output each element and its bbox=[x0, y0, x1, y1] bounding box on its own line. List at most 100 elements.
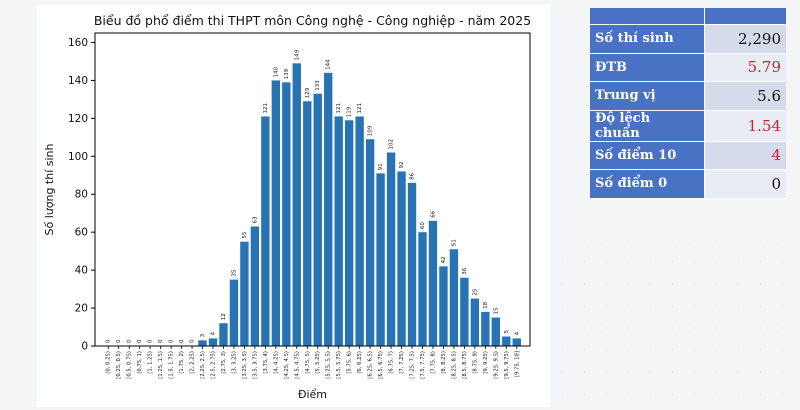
stats-label: ĐTB bbox=[590, 53, 705, 82]
bar bbox=[198, 340, 207, 346]
bar-value-label: 119 bbox=[347, 106, 353, 117]
bar-value-label: 3 bbox=[200, 333, 206, 337]
x-tick-label: [8.75, 9) bbox=[472, 351, 478, 374]
y-tick-label: 100 bbox=[68, 151, 88, 163]
x-tick-label: [2.5, 2.75) bbox=[210, 351, 216, 379]
x-tick-label: [3, 3.25) bbox=[231, 351, 237, 374]
stats-header-cell-left bbox=[590, 8, 705, 25]
bar bbox=[365, 139, 375, 346]
x-tick-label: [4.5, 4.75) bbox=[294, 351, 300, 379]
y-tick-label: 140 bbox=[68, 75, 88, 87]
stats-value: 2,290 bbox=[705, 25, 786, 54]
bar-value-label: 0 bbox=[127, 339, 133, 343]
x-tick-label: [6.75, 7) bbox=[389, 351, 395, 374]
bar bbox=[313, 93, 322, 346]
bar bbox=[397, 171, 406, 346]
stats-table: Số thí sinh 2,290 ĐTB 5.79 Trung vị 5.6 … bbox=[590, 8, 786, 199]
bar-value-label: 15 bbox=[493, 307, 499, 314]
bar bbox=[324, 72, 333, 346]
bar bbox=[386, 152, 396, 346]
stats-row-score-10: Số điểm 10 4 bbox=[590, 141, 786, 170]
x-tick-label: [4, 4.25) bbox=[273, 351, 279, 374]
chart-card: Biểu đồ phổ điểm thi THPT môn Công nghệ … bbox=[37, 5, 550, 407]
bar-value-label: 0 bbox=[148, 339, 154, 343]
bar bbox=[250, 226, 260, 346]
bar-value-label: 0 bbox=[190, 339, 196, 343]
bar-value-label: 4 bbox=[514, 331, 520, 335]
bar-value-label: 42 bbox=[441, 256, 447, 263]
stats-row-std-dev: Độ lệch chuẩn 1.54 bbox=[590, 110, 786, 142]
stats-row-median: Trung vị 5.6 bbox=[590, 82, 786, 111]
bar-value-label: 4 bbox=[210, 331, 216, 335]
x-tick-label: [0.25, 0.5) bbox=[116, 351, 122, 379]
bar bbox=[491, 317, 501, 346]
bar-value-label: 109 bbox=[368, 125, 374, 136]
stats-header-row bbox=[590, 8, 786, 25]
bar-value-label: 66 bbox=[430, 210, 436, 217]
bar bbox=[208, 338, 218, 346]
y-tick-label: 60 bbox=[75, 227, 88, 239]
x-tick-label: [5.75, 6) bbox=[347, 351, 353, 374]
bar bbox=[449, 249, 459, 346]
x-tick-label: [2.25, 2.5) bbox=[200, 351, 206, 379]
bar bbox=[292, 63, 301, 347]
background-grid-pattern bbox=[540, 240, 800, 410]
x-tick-label: [1.75, 2) bbox=[179, 351, 185, 374]
bar bbox=[229, 279, 239, 346]
x-tick-label: [4.75, 5) bbox=[305, 351, 311, 374]
bar-value-label: 0 bbox=[106, 339, 112, 343]
x-tick-label: [5.25, 5.5) bbox=[326, 351, 332, 379]
x-tick-label: [8, 8.25) bbox=[441, 351, 447, 374]
bar-value-label: 121 bbox=[263, 103, 269, 114]
bar-value-label: 144 bbox=[326, 59, 332, 70]
x-tick-label: [5, 5.25) bbox=[315, 351, 321, 374]
bar-value-label: 18 bbox=[483, 301, 489, 308]
bar-value-label: 121 bbox=[357, 103, 363, 114]
bar bbox=[470, 298, 480, 346]
bar bbox=[418, 232, 427, 346]
plot-frame bbox=[94, 32, 531, 347]
bar-value-label: 0 bbox=[169, 339, 175, 343]
y-tick-label: 120 bbox=[68, 113, 88, 125]
bar-value-label: 0 bbox=[137, 339, 143, 343]
stats-header-cell-right bbox=[705, 8, 786, 25]
x-tick-label: [9.5, 9.75) bbox=[504, 351, 510, 379]
y-axis-label: Số lượng thí sinh bbox=[43, 143, 56, 235]
y-tick-label: 0 bbox=[81, 341, 88, 353]
stats-label: Số thí sinh bbox=[590, 25, 705, 54]
y-tick-label: 160 bbox=[68, 37, 88, 49]
x-tick-label: [2.75, 3) bbox=[221, 351, 227, 374]
bar bbox=[261, 116, 270, 346]
stats-label: Độ lệch chuẩn bbox=[590, 110, 705, 142]
bar bbox=[512, 338, 521, 346]
x-tick-label: [6.25, 6.5) bbox=[368, 351, 374, 379]
stats-value: 5.79 bbox=[705, 53, 786, 82]
histogram-chart: Biểu đồ phổ điểm thi THPT môn Công nghệ … bbox=[43, 13, 531, 401]
bar bbox=[271, 80, 281, 346]
bar-value-label: 133 bbox=[315, 80, 321, 91]
bar bbox=[240, 241, 249, 346]
bar-value-label: 91 bbox=[378, 163, 384, 170]
x-tick-label: [9.75, 10] bbox=[514, 351, 520, 377]
chart-title: Biểu đồ phổ điểm thi THPT môn Công nghệ … bbox=[94, 13, 531, 28]
x-tick-label: [9.25, 9.5) bbox=[493, 351, 499, 379]
bar bbox=[282, 82, 291, 346]
bar-value-label: 55 bbox=[242, 231, 248, 238]
x-tick-label: [0, 0.25) bbox=[106, 351, 112, 374]
bar-value-label: 129 bbox=[305, 87, 311, 98]
bar-value-label: 5 bbox=[504, 330, 510, 334]
x-tick-label: [7, 7.25) bbox=[399, 351, 405, 374]
x-tick-label: [1.5, 1.75) bbox=[169, 351, 175, 379]
x-axis-label: Điểm bbox=[298, 388, 327, 401]
y-tick-label: 20 bbox=[75, 303, 88, 315]
bar-value-label: 92 bbox=[399, 161, 405, 168]
x-tick-label: [1.25, 1.5) bbox=[158, 351, 164, 379]
stats-value: 4 bbox=[705, 141, 786, 170]
x-tick-label: [6.5, 6.75) bbox=[378, 351, 384, 379]
bar bbox=[460, 277, 469, 346]
stats-label: Số điểm 0 bbox=[590, 170, 705, 199]
bar bbox=[439, 266, 448, 346]
bar-value-label: 0 bbox=[158, 339, 164, 343]
bar bbox=[303, 101, 312, 346]
bar bbox=[219, 323, 228, 346]
